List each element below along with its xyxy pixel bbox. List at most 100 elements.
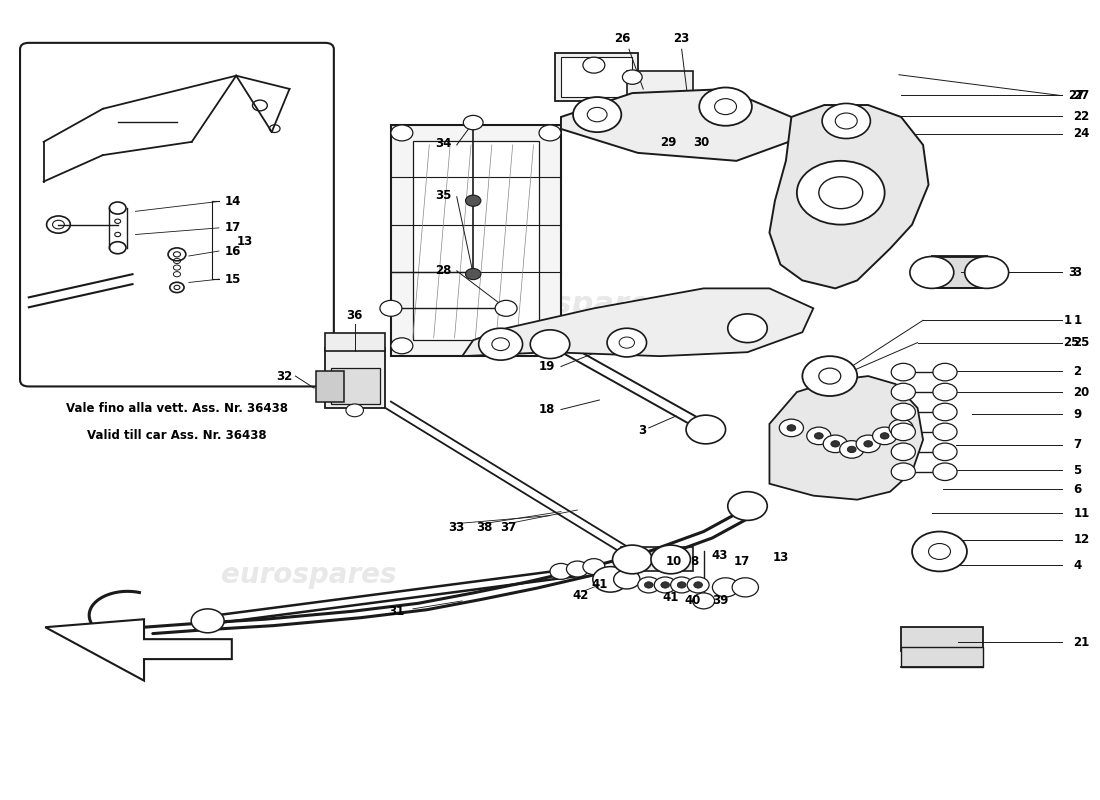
Circle shape [910, 257, 954, 288]
Circle shape [174, 252, 180, 257]
Circle shape [645, 582, 653, 588]
Text: 24: 24 [1074, 127, 1090, 140]
Bar [331, 368, 379, 404]
Circle shape [912, 531, 967, 571]
Circle shape [728, 314, 768, 342]
Text: 19: 19 [539, 360, 556, 373]
Circle shape [593, 566, 628, 592]
Circle shape [872, 427, 896, 445]
Bar [317, 371, 343, 402]
Text: 33: 33 [449, 521, 465, 534]
Bar [901, 627, 983, 651]
Circle shape [573, 97, 622, 132]
Circle shape [933, 463, 957, 481]
Text: 20: 20 [1074, 386, 1090, 398]
Circle shape [688, 577, 710, 593]
Circle shape [933, 363, 957, 381]
Circle shape [802, 356, 857, 396]
Circle shape [638, 577, 660, 593]
Circle shape [779, 419, 803, 437]
Circle shape [891, 463, 915, 481]
Circle shape [818, 177, 862, 209]
Text: 27: 27 [1068, 89, 1085, 102]
Circle shape [965, 257, 1009, 288]
Circle shape [390, 338, 412, 354]
Circle shape [623, 70, 642, 84]
Circle shape [607, 328, 647, 357]
Circle shape [550, 563, 572, 579]
Circle shape [847, 446, 856, 453]
Bar [412, 141, 539, 340]
Bar [932, 257, 987, 288]
Circle shape [465, 269, 481, 280]
Circle shape [345, 404, 363, 417]
Text: 7: 7 [1074, 438, 1081, 451]
Circle shape [839, 441, 864, 458]
Circle shape [856, 435, 880, 453]
Text: 17: 17 [734, 554, 750, 567]
Text: 16: 16 [224, 245, 241, 258]
Text: 35: 35 [434, 190, 451, 202]
Text: Vale fino alla vett. Ass. Nr. 36438: Vale fino alla vett. Ass. Nr. 36438 [66, 402, 288, 415]
Circle shape [566, 561, 588, 577]
Circle shape [830, 441, 839, 447]
Circle shape [818, 368, 840, 384]
Text: 18: 18 [539, 403, 556, 416]
Text: 28: 28 [434, 263, 451, 277]
Text: 17: 17 [224, 222, 241, 234]
Text: 2: 2 [1074, 365, 1081, 378]
Text: 21: 21 [1074, 636, 1090, 649]
Circle shape [539, 125, 561, 141]
Circle shape [880, 433, 889, 439]
Circle shape [891, 383, 915, 401]
Circle shape [822, 103, 870, 138]
Polygon shape [769, 376, 923, 500]
Text: 11: 11 [1074, 506, 1090, 520]
Text: 29: 29 [660, 136, 676, 149]
Polygon shape [561, 89, 802, 161]
Text: 13: 13 [236, 234, 253, 248]
Bar [901, 647, 983, 667]
Circle shape [686, 415, 726, 444]
Circle shape [864, 441, 872, 447]
Text: 3: 3 [638, 424, 647, 437]
Text: 8: 8 [691, 554, 698, 567]
Bar [627, 70, 693, 101]
Text: 41: 41 [591, 578, 607, 591]
Text: 25: 25 [1074, 336, 1090, 349]
Circle shape [891, 423, 915, 441]
Circle shape [891, 363, 915, 381]
Text: 22: 22 [1074, 110, 1090, 122]
Circle shape [613, 545, 652, 574]
Circle shape [786, 425, 795, 431]
Text: 1: 1 [1074, 314, 1081, 326]
Circle shape [700, 87, 752, 126]
Text: 36: 36 [346, 309, 363, 322]
Circle shape [728, 492, 768, 520]
Text: eurospares: eurospares [475, 290, 669, 319]
Text: 23: 23 [673, 32, 690, 46]
Circle shape [191, 609, 224, 633]
Circle shape [114, 232, 121, 237]
Polygon shape [462, 288, 813, 356]
Circle shape [587, 107, 607, 122]
Text: 5: 5 [1074, 464, 1081, 477]
Circle shape [835, 113, 857, 129]
Text: 6: 6 [1074, 482, 1081, 496]
Text: 26: 26 [614, 32, 630, 46]
Circle shape [715, 98, 737, 114]
Circle shape [891, 403, 915, 421]
Circle shape [678, 582, 686, 588]
Circle shape [889, 419, 913, 437]
Circle shape [713, 578, 739, 597]
Circle shape [933, 403, 957, 421]
Circle shape [614, 570, 640, 589]
Polygon shape [45, 619, 232, 681]
Circle shape [478, 328, 522, 360]
Text: 32: 32 [276, 370, 293, 382]
Circle shape [814, 433, 823, 439]
Circle shape [733, 578, 759, 597]
Circle shape [583, 558, 605, 574]
Circle shape [619, 337, 635, 348]
Circle shape [651, 545, 691, 574]
